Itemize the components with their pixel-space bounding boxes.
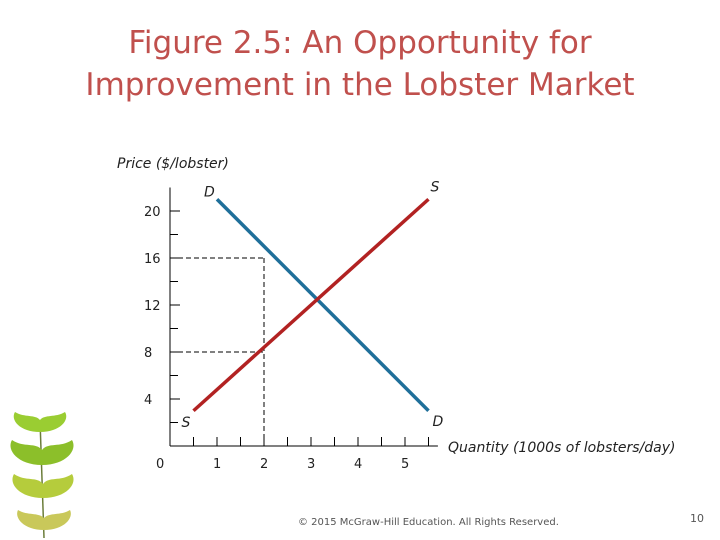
- demand-curve: [215, 198, 430, 412]
- copyright-footer: © 2015 McGraw-Hill Education. All Rights…: [298, 517, 559, 528]
- y-axis-label: Price ($/lobster): [117, 156, 229, 172]
- x-tick-label: 3: [307, 457, 315, 472]
- supply-label-top: S: [431, 179, 440, 195]
- x-tick-label: 5: [401, 457, 409, 472]
- y-tick-label: 8: [144, 346, 152, 361]
- y-tick-label: 16: [144, 252, 161, 267]
- x-axis-label: Quantity (1000s of lobsters/day): [448, 440, 675, 456]
- y-tick-label: 12: [144, 299, 161, 314]
- slide-title: Figure 2.5: An Opportunity for Improveme…: [0, 22, 720, 106]
- page-number: 10: [690, 512, 704, 525]
- y-tick-label: 20: [144, 205, 161, 220]
- slide-title-line-2: Improvement in the Lobster Market: [85, 67, 635, 103]
- demand-label-bottom: D: [433, 414, 444, 430]
- supply-curve: [192, 197, 430, 413]
- x-tick-label: 0: [156, 457, 164, 472]
- slide-title-line-1: Figure 2.5: An Opportunity for: [128, 25, 592, 61]
- demand-label-top: D: [204, 184, 215, 200]
- x-tick-label: 4: [354, 457, 362, 472]
- x-tick-label: 1: [213, 457, 221, 472]
- y-tick-label: 4: [144, 393, 152, 408]
- x-tick-label: 2: [260, 457, 268, 472]
- ginkgo-leaves-decoration: [10, 412, 74, 539]
- supply-label-bottom: S: [182, 415, 191, 431]
